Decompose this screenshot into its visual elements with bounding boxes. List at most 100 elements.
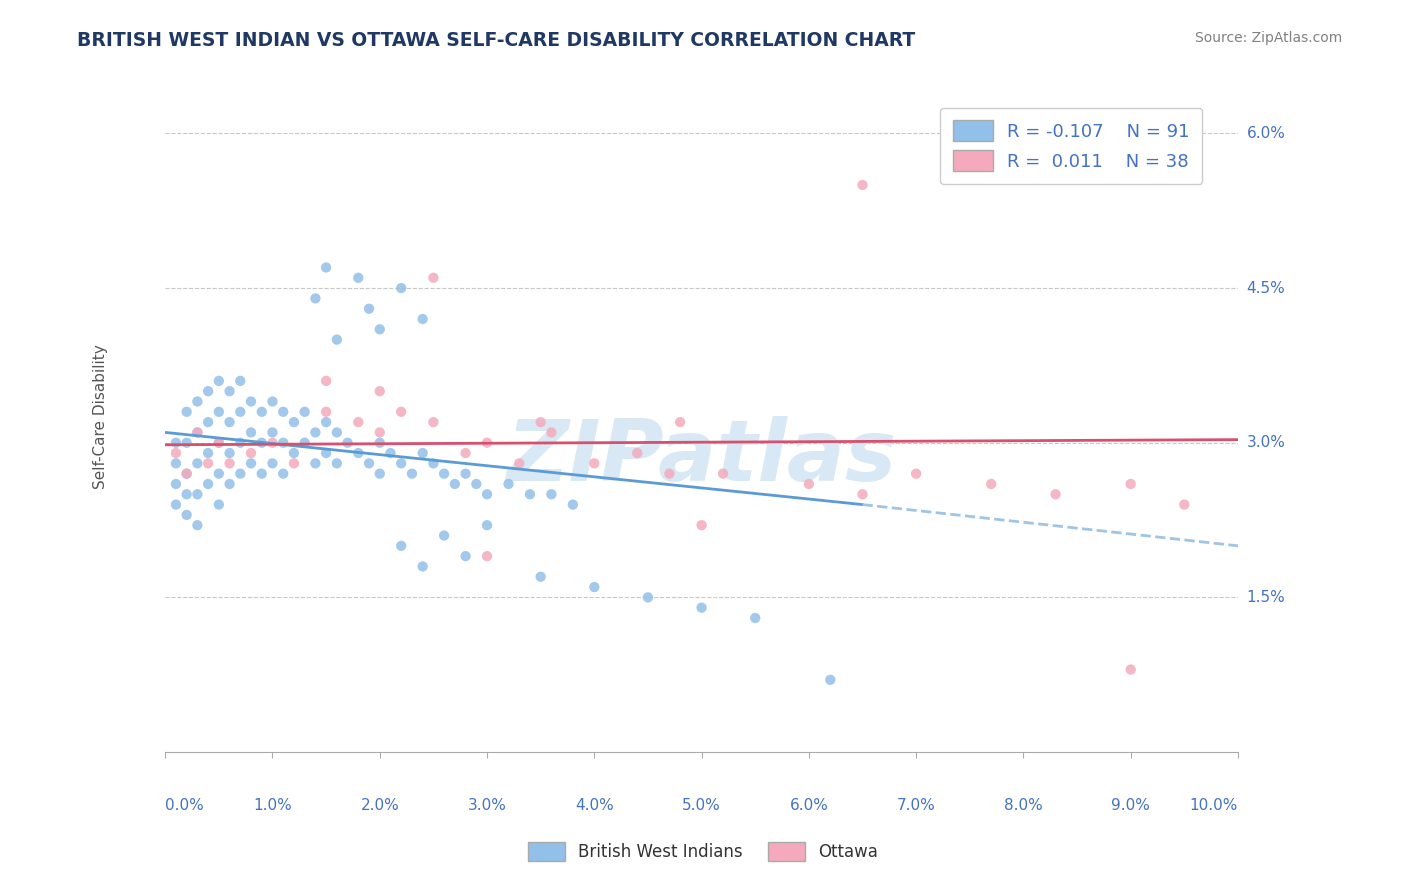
Point xyxy=(186,425,208,440)
Point xyxy=(368,384,391,399)
Point xyxy=(412,446,434,460)
Point xyxy=(454,467,477,481)
Point xyxy=(240,446,263,460)
Point xyxy=(905,467,928,481)
Text: 6.0%: 6.0% xyxy=(789,798,828,814)
Point xyxy=(197,384,219,399)
Point xyxy=(444,477,467,491)
Point xyxy=(176,508,198,522)
Point xyxy=(262,456,284,470)
Point xyxy=(176,467,198,481)
Point xyxy=(475,518,498,533)
Text: 7.0%: 7.0% xyxy=(897,798,935,814)
Point xyxy=(262,435,284,450)
Point xyxy=(208,435,231,450)
Point xyxy=(186,518,208,533)
Point xyxy=(412,559,434,574)
Point xyxy=(208,498,231,512)
Point xyxy=(294,405,316,419)
Point xyxy=(820,673,842,687)
Point xyxy=(165,456,187,470)
Point xyxy=(176,405,198,419)
Point xyxy=(368,425,391,440)
Point xyxy=(240,394,263,409)
Text: 1.5%: 1.5% xyxy=(1247,590,1285,605)
Text: 4.5%: 4.5% xyxy=(1247,281,1285,295)
Point xyxy=(218,477,240,491)
Point xyxy=(530,570,553,584)
Point xyxy=(250,405,273,419)
Point xyxy=(165,477,187,491)
Point xyxy=(1173,498,1195,512)
Point xyxy=(315,374,337,388)
Point xyxy=(389,539,412,553)
Point xyxy=(208,467,231,481)
Text: 3.0%: 3.0% xyxy=(468,798,506,814)
Point xyxy=(422,415,444,429)
Point xyxy=(475,487,498,501)
Point xyxy=(583,456,606,470)
Point xyxy=(389,456,412,470)
Point xyxy=(368,322,391,336)
Point xyxy=(1045,487,1067,501)
Text: 3.0%: 3.0% xyxy=(1247,435,1285,450)
Point xyxy=(851,487,873,501)
Point xyxy=(711,467,734,481)
Point xyxy=(475,549,498,563)
Point xyxy=(540,487,562,501)
Point xyxy=(412,312,434,326)
Point xyxy=(240,456,263,470)
Point xyxy=(326,333,349,347)
Point xyxy=(422,270,444,285)
Point xyxy=(197,446,219,460)
Point xyxy=(669,415,692,429)
Text: BRITISH WEST INDIAN VS OTTAWA SELF-CARE DISABILITY CORRELATION CHART: BRITISH WEST INDIAN VS OTTAWA SELF-CARE … xyxy=(77,31,915,50)
Point xyxy=(229,467,252,481)
Point xyxy=(304,292,326,306)
Legend: British West Indians, Ottawa: British West Indians, Ottawa xyxy=(522,835,884,868)
Point xyxy=(583,580,606,594)
Point xyxy=(208,374,231,388)
Point xyxy=(347,270,370,285)
Point xyxy=(197,456,219,470)
Point xyxy=(368,435,391,450)
Point xyxy=(454,549,477,563)
Point xyxy=(229,435,252,450)
Point xyxy=(304,425,326,440)
Point xyxy=(433,467,456,481)
Point xyxy=(294,435,316,450)
Point xyxy=(315,446,337,460)
Point xyxy=(315,415,337,429)
Point xyxy=(218,384,240,399)
Point xyxy=(283,456,305,470)
Point xyxy=(186,425,208,440)
Point xyxy=(637,591,659,605)
Text: ZIPatlas: ZIPatlas xyxy=(506,416,897,499)
Point xyxy=(176,435,198,450)
Point xyxy=(218,446,240,460)
Point xyxy=(208,405,231,419)
Point xyxy=(530,415,553,429)
Point xyxy=(218,415,240,429)
Point xyxy=(498,477,520,491)
Point xyxy=(1119,663,1142,677)
Point xyxy=(250,435,273,450)
Text: 2.0%: 2.0% xyxy=(360,798,399,814)
Point xyxy=(262,425,284,440)
Point xyxy=(433,528,456,542)
Point xyxy=(454,446,477,460)
Point xyxy=(1119,477,1142,491)
Point xyxy=(326,425,349,440)
Point xyxy=(176,467,198,481)
Point xyxy=(422,456,444,470)
Point xyxy=(368,467,391,481)
Point xyxy=(561,498,583,512)
Point xyxy=(283,415,305,429)
Point xyxy=(165,446,187,460)
Text: 4.0%: 4.0% xyxy=(575,798,613,814)
Point xyxy=(519,487,541,501)
Point xyxy=(851,178,873,192)
Point xyxy=(475,435,498,450)
Point xyxy=(540,425,562,440)
Point xyxy=(197,415,219,429)
